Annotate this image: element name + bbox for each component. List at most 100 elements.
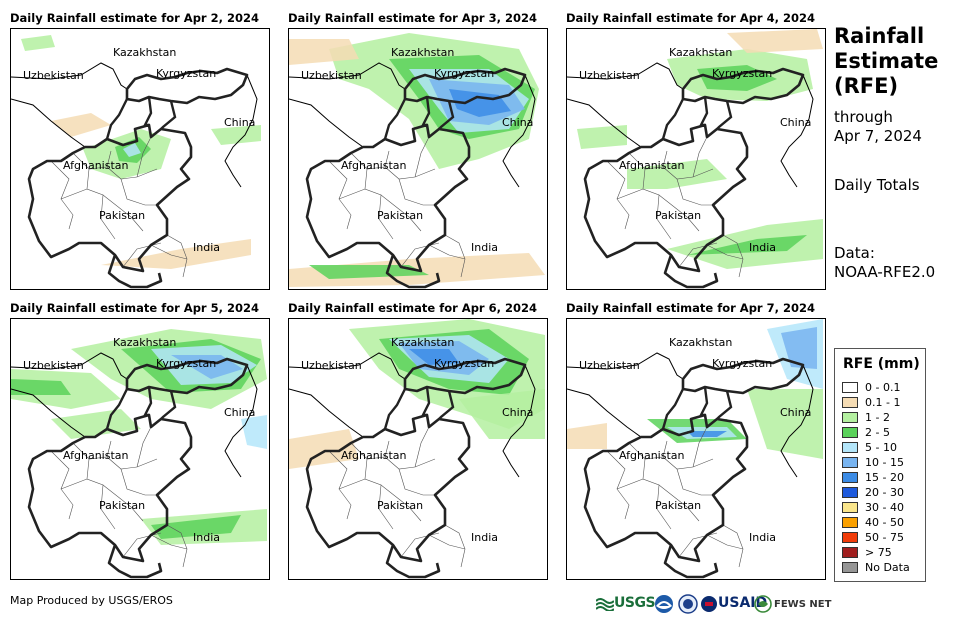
panel-title: Daily Rainfall estimate for Apr 4, 2024: [566, 11, 815, 25]
region-outline: [160, 390, 177, 420]
kyrgyzstan-outline: [125, 357, 249, 395]
commerce-seal: [678, 590, 698, 616]
province-boundary: [444, 524, 466, 568]
legend-label: 1 - 2: [865, 411, 890, 424]
country-label-afghanistan: Afghanistan: [619, 449, 685, 462]
region-outline: [160, 100, 177, 130]
region-outline: [421, 386, 431, 417]
legend-label: 20 - 30: [865, 486, 904, 499]
country-label-afghanistan: Afghanistan: [63, 159, 129, 172]
legend-label: 30 - 40: [865, 501, 904, 514]
rainfall-area: [21, 35, 55, 51]
daily-totals-label: Daily Totals: [834, 176, 920, 194]
kazakhstan-border: [567, 62, 684, 90]
rainfall-area: [211, 125, 261, 145]
through-label: through: [834, 108, 893, 126]
map-canvas: [567, 319, 823, 579]
province-boundary: [106, 426, 152, 468]
region-outline: [143, 386, 153, 417]
province-boundary: [706, 244, 744, 260]
through-date: Apr 7, 2024: [834, 127, 922, 145]
province-boundary: [662, 136, 708, 178]
legend-swatch: [842, 457, 858, 468]
province-boundary: [166, 234, 188, 278]
country-label-pakistan: Pakistan: [655, 209, 702, 222]
rainfall-map: Kazakhstan Uzbekistan Kyrgyzstan China Afgha…: [566, 318, 826, 580]
rainfall-map-panel: Daily Rainfall estimate for Apr 4, 2024 K…: [566, 8, 846, 298]
region-outline: [383, 98, 407, 140]
province-boundary: [60, 478, 144, 522]
rainfall-area: [289, 39, 359, 65]
legend-item: 10 - 15: [842, 456, 924, 471]
legend-swatch: [842, 442, 858, 453]
country-label-afghanistan: Afghanistan: [341, 159, 407, 172]
usaid-logo: USAID: [700, 590, 767, 616]
country-label-india: India: [471, 531, 498, 544]
country-label-pakistan: Pakistan: [377, 499, 424, 512]
product-title-line-1: Rainfall: [834, 24, 925, 48]
province-boundary: [398, 468, 435, 496]
legend-item: 0 - 0.1: [842, 381, 924, 396]
rainfall-area: [51, 409, 141, 439]
country-label-kyrgyzstan: Kyrgyzstan: [712, 67, 773, 80]
province-boundary: [120, 178, 157, 206]
rainfall-map-panel: Daily Rainfall estimate for Apr 2, 2024 K…: [10, 8, 290, 298]
data-source: NOAA-RFE2.0: [834, 263, 936, 281]
kazakhstan-border: [11, 62, 128, 90]
kyrgyzstan-outline: [681, 357, 805, 395]
legend-label: 2 - 5: [865, 426, 890, 439]
map-credit: Map Produced by USGS/EROS: [10, 594, 173, 607]
legend-label: 5 - 10: [865, 441, 897, 454]
province-boundary: [150, 534, 188, 550]
province-boundary: [72, 442, 158, 470]
province-boundary: [616, 188, 700, 232]
province-boundary: [628, 442, 714, 470]
legend-swatch: [842, 427, 858, 438]
rainfall-map: Kazakhstan Uzbekistan Kyrgyzstan China Afgha…: [288, 28, 548, 290]
province-boundary: [642, 458, 672, 530]
country-label-kazakhstan: Kazakhstan: [669, 336, 733, 349]
product-title-line-2: Estimate: [834, 49, 939, 73]
country-label-india: India: [193, 531, 220, 544]
legend-item: 15 - 20: [842, 471, 924, 486]
legend-swatch: [842, 517, 858, 528]
region-outline: [438, 390, 455, 420]
province-boundary: [662, 426, 708, 468]
rainfall-area: [567, 423, 607, 449]
china-border: [502, 74, 536, 188]
rainfall-area: [687, 431, 727, 437]
rainfall-area: [11, 379, 71, 395]
province-boundary: [628, 152, 714, 180]
rainfall-map: Kazakhstan Uzbekistan Kyrgyzstan China Afgha…: [288, 318, 548, 580]
country-label-uzbekistan: Uzbekistan: [23, 69, 84, 82]
usaid-seal-icon: [701, 595, 717, 612]
afghanistan-outline: [583, 123, 749, 273]
legend-item: > 75: [842, 546, 924, 561]
legend-item: 2 - 5: [842, 426, 924, 441]
legend-label: > 75: [865, 546, 892, 559]
province-boundary: [338, 478, 422, 522]
country-label-kyrgyzstan: Kyrgyzstan: [156, 67, 217, 80]
country-label-india: India: [749, 241, 776, 254]
province-boundary: [86, 458, 116, 530]
panel-title: Daily Rainfall estimate for Apr 2, 2024: [10, 11, 259, 25]
pakistan-coast-outline: [385, 544, 441, 579]
legend-label: 10 - 15: [865, 456, 904, 469]
province-boundary: [384, 426, 430, 468]
province-boundary: [722, 234, 744, 278]
uzbekistan-border: [567, 388, 642, 438]
pakistan-coast-outline: [663, 544, 719, 579]
legend-item: 50 - 75: [842, 531, 924, 546]
rainfall-map-panel: Daily Rainfall estimate for Apr 3, 2024 K…: [288, 8, 568, 298]
region-outline: [716, 390, 733, 420]
rainfall-area: [51, 113, 111, 137]
country-label-kyrgyzstan: Kyrgyzstan: [434, 67, 495, 80]
rainfall-area: [459, 389, 545, 439]
country-label-india: India: [749, 531, 776, 544]
region-outline: [421, 96, 431, 127]
fewsnet-logo: FEWS NET: [754, 590, 831, 616]
noaa-emblem-icon: [655, 594, 673, 613]
province-boundary: [350, 442, 436, 470]
country-label-pakistan: Pakistan: [99, 499, 146, 512]
uzbekistan-border: [289, 98, 364, 148]
